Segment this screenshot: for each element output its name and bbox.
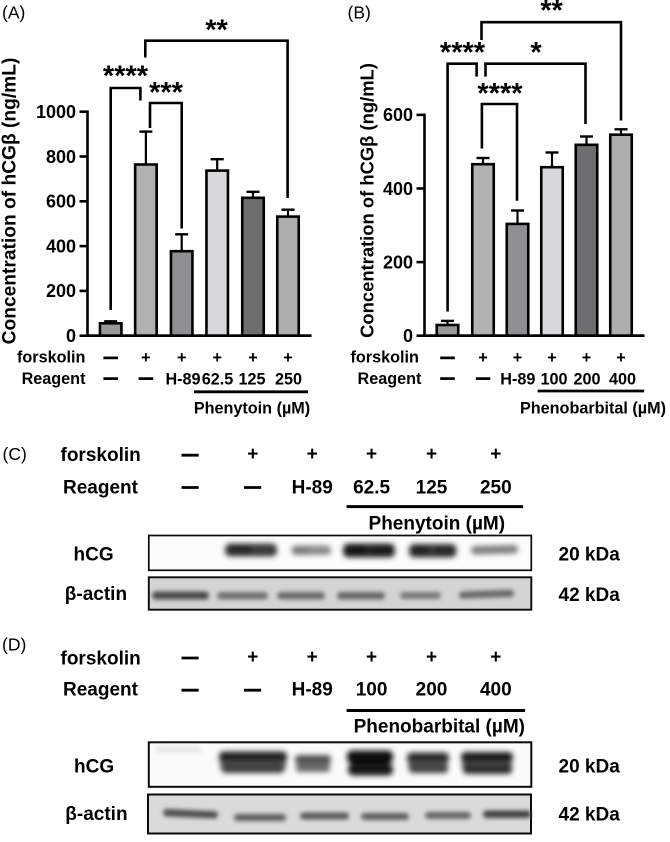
svg-text:+: + — [177, 349, 186, 367]
svg-text:+: + — [490, 444, 501, 465]
svg-text:200: 200 — [46, 281, 76, 301]
svg-text:250: 250 — [480, 477, 512, 498]
svg-text:***: *** — [149, 77, 184, 109]
svg-text:400: 400 — [46, 236, 76, 256]
svg-text:*: * — [530, 37, 542, 69]
svg-text:+: + — [141, 349, 150, 367]
svg-text:+: + — [247, 647, 258, 668]
svg-text:Phenobarbital (µM): Phenobarbital (µM) — [354, 717, 525, 738]
svg-text:+: + — [283, 349, 292, 367]
svg-text:+: + — [307, 444, 318, 465]
svg-text:Phenytoin (µM): Phenytoin (µM) — [194, 399, 310, 417]
svg-text:+: + — [490, 647, 501, 668]
svg-text:(A): (A) — [2, 2, 25, 22]
svg-text:+: + — [307, 647, 318, 668]
svg-text:400: 400 — [383, 179, 413, 199]
svg-text:forskolin: forskolin — [61, 445, 141, 466]
svg-text:****: **** — [103, 60, 149, 92]
svg-text:+: + — [426, 647, 437, 668]
svg-text:(B): (B) — [348, 2, 371, 22]
svg-text:**: ** — [540, 0, 563, 27]
svg-text:20 kDa: 20 kDa — [559, 757, 621, 778]
svg-text:62.5: 62.5 — [353, 477, 390, 498]
svg-text:β-actin: β-actin — [65, 804, 127, 825]
svg-text:****: **** — [440, 37, 486, 69]
svg-text:42 kDa: 42 kDa — [559, 585, 621, 606]
svg-text:600: 600 — [383, 105, 413, 125]
svg-text:+: + — [616, 349, 625, 367]
svg-text:800: 800 — [46, 147, 76, 167]
svg-text:+: + — [366, 444, 377, 465]
svg-text:Phenytoin (µM): Phenytoin (µM) — [369, 513, 506, 534]
svg-text:(C): (C) — [3, 444, 27, 464]
svg-text:20 kDa: 20 kDa — [559, 544, 621, 565]
svg-text:H-89: H-89 — [500, 371, 535, 389]
svg-text:42 kDa: 42 kDa — [559, 805, 621, 826]
svg-text:250: 250 — [275, 371, 302, 389]
svg-text:H-89: H-89 — [292, 680, 333, 701]
svg-text:400: 400 — [609, 371, 636, 389]
svg-text:hCG: hCG — [74, 757, 114, 778]
svg-text:200: 200 — [383, 252, 413, 272]
svg-text:0: 0 — [66, 326, 76, 346]
svg-text:125: 125 — [416, 477, 448, 498]
svg-text:200: 200 — [416, 680, 448, 701]
svg-text:Reagent: Reagent — [358, 370, 422, 388]
svg-text:+: + — [247, 444, 258, 465]
svg-text:100: 100 — [356, 680, 388, 701]
svg-text:+: + — [426, 444, 437, 465]
svg-text:+: + — [212, 349, 221, 367]
svg-text:β-actin: β-actin — [65, 584, 127, 605]
svg-text:(D): (D) — [2, 635, 26, 655]
svg-text:200: 200 — [573, 371, 600, 389]
svg-text:600: 600 — [46, 192, 76, 212]
svg-text:forskolin: forskolin — [61, 648, 141, 669]
svg-text:+: + — [248, 349, 257, 367]
svg-text:+: + — [366, 647, 377, 668]
svg-text:125: 125 — [238, 371, 265, 389]
svg-text:400: 400 — [480, 680, 512, 701]
svg-text:forskolin: forskolin — [351, 349, 419, 367]
svg-text:H-89: H-89 — [165, 371, 200, 389]
svg-text:+: + — [547, 349, 556, 367]
svg-text:Concentration of hCGβ (ng/mL): Concentration of hCGβ (ng/mL) — [356, 63, 377, 338]
svg-text:1000: 1000 — [36, 102, 76, 122]
svg-text:**: ** — [205, 15, 228, 47]
svg-text:Reagent: Reagent — [22, 370, 86, 388]
svg-text:0: 0 — [403, 326, 413, 346]
svg-text:+: + — [478, 349, 487, 367]
svg-text:100: 100 — [540, 371, 567, 389]
svg-text:****: **** — [477, 78, 523, 110]
svg-text:H-89: H-89 — [292, 477, 333, 498]
svg-text:Phenobarbital (µM): Phenobarbital (µM) — [520, 399, 666, 417]
svg-text:Concentration of hCGβ (ng/mL): Concentration of hCGβ (ng/mL) — [0, 58, 21, 345]
svg-text:62.5: 62.5 — [202, 371, 234, 389]
svg-text:Reagent: Reagent — [63, 680, 139, 701]
svg-text:hCG: hCG — [74, 544, 114, 565]
svg-text:Reagent: Reagent — [63, 477, 139, 498]
svg-text:+: + — [582, 349, 591, 367]
svg-text:forskolin: forskolin — [17, 349, 85, 367]
svg-text:+: + — [513, 349, 522, 367]
